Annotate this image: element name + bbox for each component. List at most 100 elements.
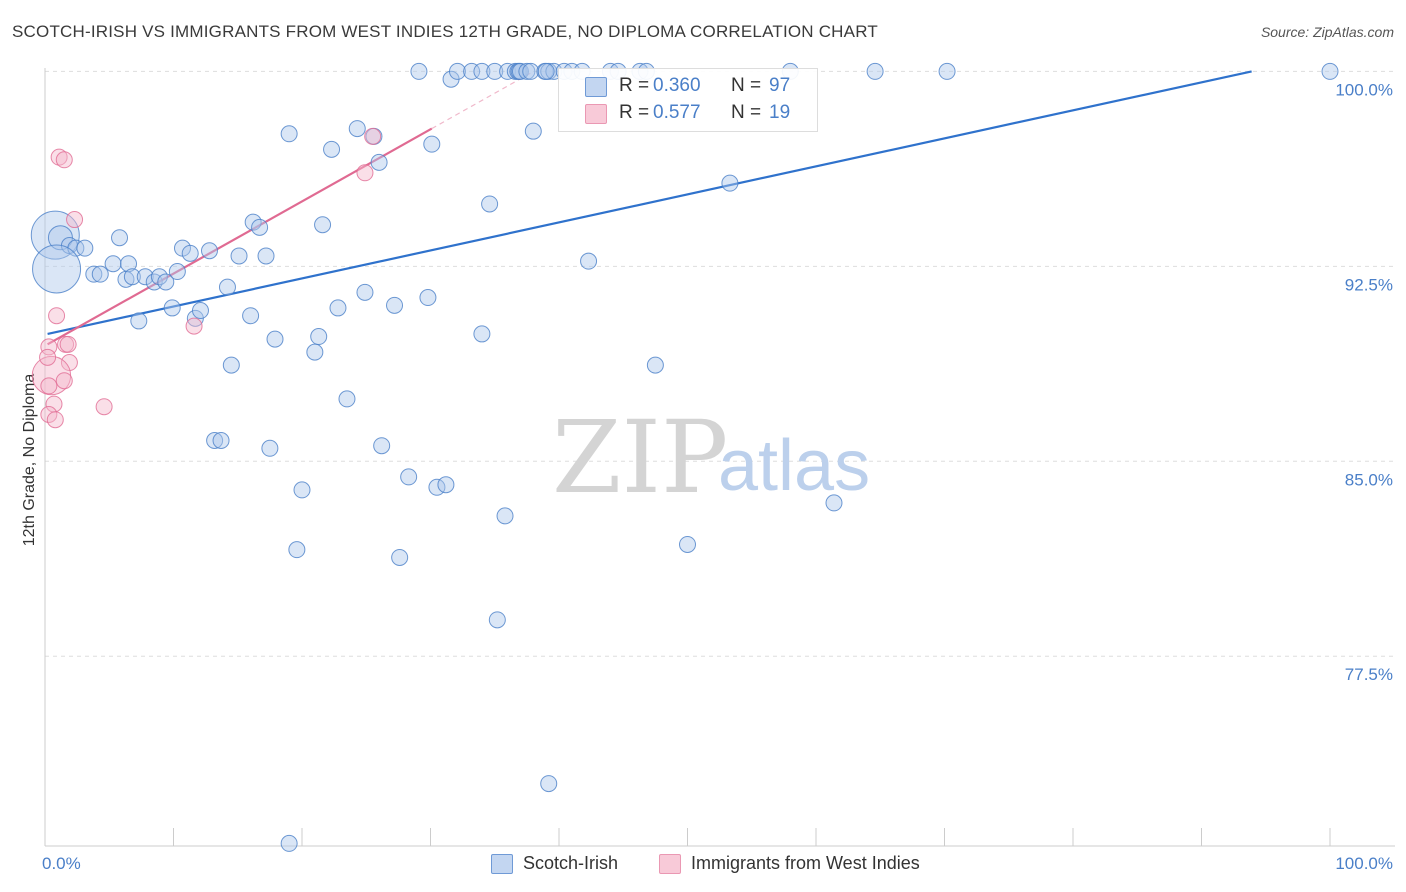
scotch-irish-point [679,535,696,553]
west-indies-trend-line [47,127,433,346]
scotch-irish-point [721,174,739,192]
scotch-irish-point [463,62,481,80]
scotch-irish-point [448,62,466,80]
scotch-irish-point [400,468,418,486]
bottom-legend-label: Immigrants from West Indies [691,853,920,873]
scotch-irish-point [136,268,154,286]
west-indies-point [55,372,73,390]
scotch-irish-point [437,476,455,494]
scotch-irish-point [348,120,366,138]
scotch-irish-point [329,299,347,317]
scotch-irish-point [486,62,504,80]
scotch-irish-point [481,195,499,213]
west-indies-point [185,317,203,335]
west-indies-point [59,335,77,353]
trend-lines [47,70,1252,346]
west-indies-point [46,411,64,429]
west-indies-point [364,127,382,145]
scotch-irish-trend-line [47,70,1252,336]
scotch-irish-point [76,239,94,257]
scotch-irish-point [496,507,514,525]
scotch-irish-point [104,255,122,273]
legend-r-label: R = [619,75,650,96]
x-tick-label: 100.0% [1335,854,1393,873]
scotch-irish-point [32,244,82,294]
x-tick-label: 0.0% [42,854,81,873]
scotch-irish-point [212,432,230,450]
legend-r-value: 0.360 [653,75,701,96]
scotch-irish-point [191,302,209,320]
scotch-irish-point [293,481,311,499]
scotch-irish-point [310,328,328,346]
scotch-irish-point [111,229,129,247]
scotch-irish-point [866,62,884,80]
watermark-atlas: atlas [718,426,870,506]
scotch-irish-point [157,273,175,291]
west-indies-point [95,398,113,416]
scotch-irish-point [85,265,103,283]
y-tick-label: 77.5% [1345,665,1393,684]
scotch-irish-point [251,218,269,236]
tick-labels: 100.0% 92.5% 85.0% 77.5% 0.0% 100.0% [42,80,1393,873]
scotch-irish-point [825,494,843,512]
y-tick-label: 85.0% [1345,470,1393,489]
scotch-irish-point [646,356,664,374]
scotch-irish-point [488,611,506,629]
legend-n-value: 97 [769,75,791,96]
scotch-irish-point [524,122,542,140]
scotch-irish-point [230,247,248,265]
scotch-irish-point [391,548,409,566]
y-tick-label: 100.0% [1335,80,1393,99]
scotch-irish-point [580,252,598,270]
scotch-irish-point [511,62,529,80]
scotch-irish-point [181,244,199,262]
scotch-irish-point [314,216,332,234]
west-indies-point [39,348,57,366]
scotch-irish-point [145,273,163,291]
scotch-irish-point [130,312,148,330]
scotch-irish-point [473,325,491,343]
legend-swatch-pink [585,104,607,124]
west-indies-point [60,354,78,372]
west-indies-point [48,307,66,325]
correlation-legend: R = 0.360 N = 97 R = 0.577 N = 19 [558,68,818,132]
scotch-irish-point [91,265,109,283]
legend-n-label: N = [731,102,762,123]
west-indies-point [40,377,58,395]
scotch-irish-point [266,330,284,348]
west-indies-point [356,164,374,182]
scotch-irish-point [938,62,956,80]
legend-r-value: 0.577 [653,102,701,123]
scotch-irish-point [473,62,491,80]
gridlines [45,70,1395,657]
scotch-irish-point [419,289,437,307]
legend-n-label: N = [731,75,762,96]
scotch-irish-point [386,296,404,314]
bottom-legend-swatch-pink [659,854,681,874]
scotch-irish-point [257,247,275,265]
scotch-irish-point [288,541,306,559]
axes [44,68,1395,847]
west-indies-point [66,211,84,229]
scotch-irish-point [222,356,240,374]
scotch-irish-point [518,62,536,80]
scotch-irish-point [163,299,181,317]
scotch-irish-point [218,278,236,296]
scotch-irish-point [280,834,298,852]
west-indies-point [50,148,68,166]
scotch-irish-point [261,439,279,457]
legend-n-value: 19 [769,102,791,123]
scotch-irish-point [373,437,391,455]
scotch-irish-point [338,390,356,408]
scotch-irish-point [200,242,218,260]
scotch-irish-point [323,140,341,158]
scotch-irish-point [206,432,224,450]
scotch-irish-point [356,283,374,301]
scotch-irish-point [370,153,388,171]
watermark: ZIP atlas [552,399,870,516]
scotch-irish-point [423,135,441,153]
scotch-irish-point [537,62,555,80]
scotch-irish-point [168,263,186,281]
y-tick-label: 92.5% [1345,275,1393,294]
